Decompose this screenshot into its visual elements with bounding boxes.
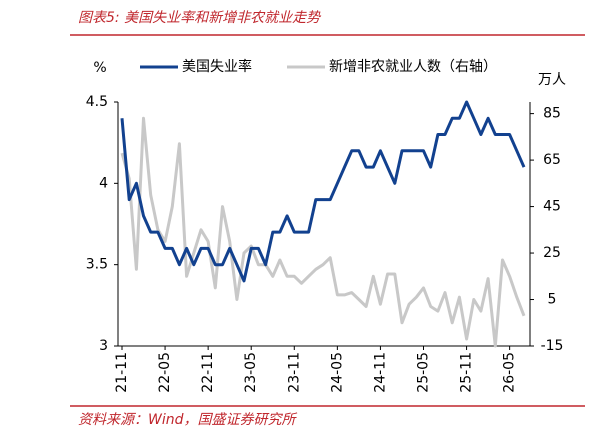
- y2-tick-label: 5: [548, 292, 557, 308]
- y-tick-label: 3.5: [86, 257, 108, 273]
- x-tick-label: 26-05: [502, 352, 518, 393]
- x-tick-label: 23-05: [243, 352, 259, 393]
- x-tick-label: 22-11: [200, 352, 216, 393]
- y2-unit: 万人: [538, 72, 566, 88]
- source: 资料来源：Wind，国盛证券研究所: [78, 412, 297, 428]
- x-tick-label: 22-05: [157, 352, 173, 393]
- y-unit: %: [93, 60, 106, 76]
- y2-tick-label: -15: [541, 338, 564, 354]
- x-tick-label: 24-11: [372, 352, 388, 393]
- y-tick-label: 4: [99, 175, 108, 191]
- x-tick-label: 25-05: [416, 352, 432, 393]
- y2-tick-label: 25: [543, 245, 561, 261]
- series-line: [120, 100, 526, 283]
- y2-tick-label: 85: [543, 106, 561, 122]
- series-line: [120, 116, 526, 348]
- legend-label: 美国失业率: [182, 58, 252, 75]
- y-tick-label: 4.5: [86, 94, 108, 110]
- y2-tick-label: 65: [543, 152, 561, 168]
- y2-tick-label: 45: [543, 199, 561, 215]
- y-tick-label: 3: [99, 338, 108, 354]
- legend-label: 新增非农就业人数（右轴）: [329, 59, 497, 75]
- chart-title: 图表5: 美国失业率和新增非农就业走势: [78, 10, 322, 26]
- x-tick-label: 21-11: [114, 352, 130, 393]
- x-tick-label: 25-11: [459, 352, 475, 393]
- x-tick-label: 23-11: [286, 352, 302, 393]
- x-tick-label: 24-05: [329, 352, 345, 393]
